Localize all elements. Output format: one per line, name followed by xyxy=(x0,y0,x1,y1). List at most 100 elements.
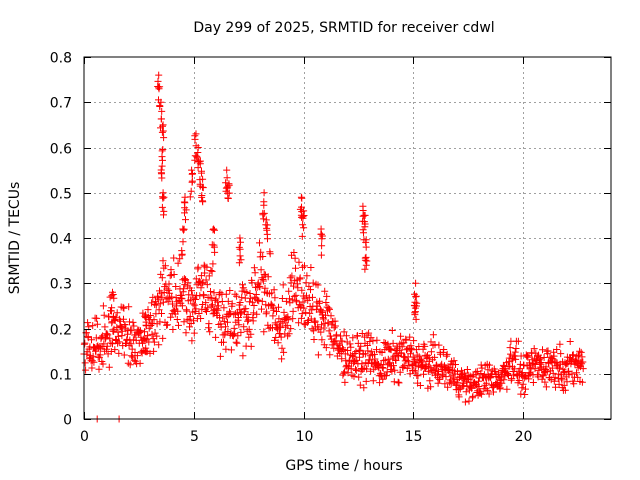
data-point xyxy=(379,364,387,372)
data-point xyxy=(429,331,437,339)
data-point xyxy=(275,303,282,311)
data-point xyxy=(558,376,566,384)
data-point xyxy=(186,323,193,331)
data-point xyxy=(291,254,299,262)
data-point xyxy=(245,325,253,333)
data-point xyxy=(109,288,116,296)
data-point xyxy=(237,256,245,264)
data-point xyxy=(288,272,296,280)
data-point xyxy=(520,361,528,369)
data-point xyxy=(225,181,233,189)
data-point xyxy=(519,380,527,388)
data-point xyxy=(380,339,388,346)
data-point xyxy=(220,317,228,325)
data-point xyxy=(298,232,306,240)
data-point xyxy=(146,312,154,319)
data-point xyxy=(210,225,218,233)
data-point xyxy=(377,361,385,368)
data-point xyxy=(149,293,157,301)
data-point xyxy=(524,353,532,361)
data-point xyxy=(338,355,346,363)
data-point xyxy=(354,332,361,340)
data-point xyxy=(223,174,231,182)
data-point xyxy=(142,321,150,329)
data-point xyxy=(260,189,268,197)
data-point xyxy=(249,317,257,325)
data-point xyxy=(366,338,374,345)
data-point xyxy=(142,313,149,321)
data-point xyxy=(222,345,230,353)
data-point xyxy=(188,166,196,174)
data-point xyxy=(321,287,329,295)
data-point xyxy=(150,347,158,355)
data-point xyxy=(360,384,368,392)
data-point xyxy=(490,388,497,396)
data-point xyxy=(263,308,271,316)
data-point xyxy=(218,298,226,305)
y-tick-label: 0.5 xyxy=(50,187,72,203)
data-point xyxy=(314,281,322,289)
data-point xyxy=(439,372,447,380)
data-point xyxy=(118,327,126,335)
data-point xyxy=(250,302,258,309)
data-point xyxy=(415,343,423,350)
data-point xyxy=(295,319,303,327)
data-point xyxy=(150,316,158,324)
data-point xyxy=(484,387,492,395)
data-point xyxy=(258,297,266,305)
data-point xyxy=(119,303,127,311)
data-point xyxy=(92,334,100,342)
x-tick-label: 5 xyxy=(190,429,199,445)
data-point xyxy=(569,351,577,359)
data-point xyxy=(202,276,210,284)
data-point xyxy=(317,307,325,315)
data-point xyxy=(204,304,212,312)
data-point xyxy=(159,334,167,342)
data-point xyxy=(260,201,268,209)
data-point xyxy=(443,350,451,358)
data-point xyxy=(339,346,347,353)
data-point xyxy=(235,243,243,251)
data-point xyxy=(233,292,241,300)
data-point xyxy=(578,378,586,386)
data-point xyxy=(396,368,404,376)
data-point xyxy=(298,310,306,318)
data-point xyxy=(163,285,171,293)
data-point xyxy=(320,324,328,332)
data-point xyxy=(412,279,420,287)
data-point xyxy=(127,340,135,348)
data-point xyxy=(573,369,580,377)
data-point xyxy=(395,379,403,387)
data-point xyxy=(264,235,271,243)
data-point xyxy=(159,257,167,265)
data-point xyxy=(565,371,573,379)
data-point xyxy=(100,311,108,319)
data-point xyxy=(300,320,308,328)
data-point xyxy=(503,385,511,393)
data-point xyxy=(444,383,452,391)
data-point xyxy=(247,342,255,350)
data-point xyxy=(290,292,298,300)
data-point xyxy=(328,341,336,349)
data-point xyxy=(515,377,523,384)
data-point xyxy=(211,226,218,234)
data-point xyxy=(296,205,304,213)
data-point xyxy=(257,248,265,256)
plot-frame xyxy=(83,56,612,420)
data-point xyxy=(248,298,256,306)
data-point xyxy=(285,330,293,338)
data-point xyxy=(224,318,231,326)
data-point xyxy=(412,367,420,375)
data-point xyxy=(172,283,180,290)
data-point xyxy=(129,318,137,326)
data-point xyxy=(115,338,123,346)
data-point xyxy=(477,370,485,377)
data-point xyxy=(155,71,163,79)
data-point xyxy=(155,341,163,349)
data-point xyxy=(220,304,228,312)
data-point xyxy=(357,342,365,350)
data-point xyxy=(450,374,458,382)
data-point xyxy=(173,316,181,323)
data-point xyxy=(530,345,538,353)
data-point xyxy=(578,353,586,361)
